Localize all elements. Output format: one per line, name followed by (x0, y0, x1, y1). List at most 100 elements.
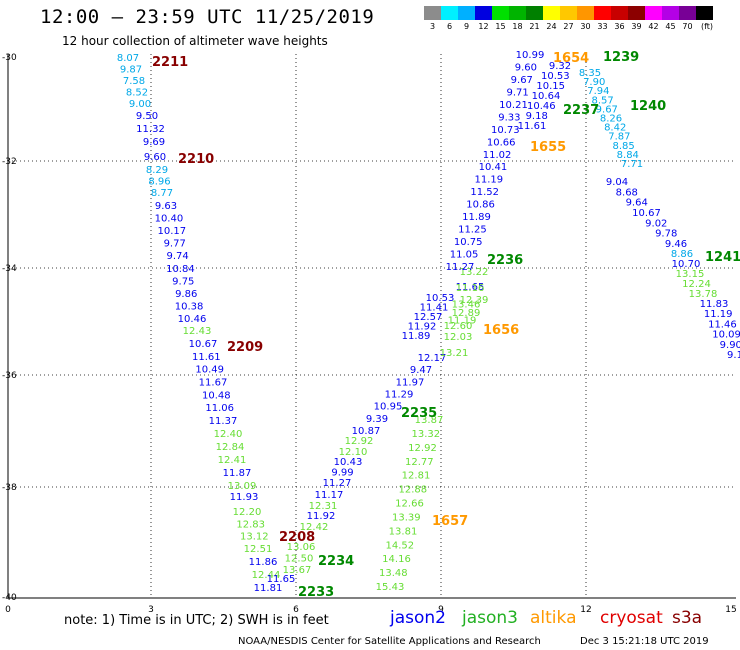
wave-height-value: 9.67 (511, 75, 533, 86)
wave-height-value: 9.86 (175, 289, 197, 300)
latitude-label: -40 (2, 593, 17, 603)
pass-number-label: 1239 (603, 50, 639, 65)
wave-height-value: 10.15 (536, 81, 565, 92)
wave-height-value: 13.46 (452, 299, 481, 310)
wave-height-value: 8.42 (604, 123, 626, 134)
color-scale-label: 39 (631, 22, 642, 31)
wave-height-value: 11.83 (700, 299, 729, 310)
wave-height-value: 13.39 (392, 512, 421, 523)
wave-height-value: 12.51 (244, 544, 273, 555)
wave-height-value: 10.53 (541, 71, 570, 82)
color-swatch (577, 6, 594, 20)
wave-height-value: 10.53 (426, 293, 455, 304)
wave-height-value: 11.02 (483, 150, 512, 161)
wave-height-value: 9.60 (515, 63, 537, 74)
wave-height-value: 12.44 (252, 570, 281, 581)
wave-height-value: 10.95 (374, 402, 403, 413)
wave-height-value: 11.32 (136, 124, 165, 135)
color-swatch (594, 6, 611, 20)
wave-height-value: 10.40 (155, 214, 184, 225)
wave-height-value: 10.75 (454, 237, 483, 248)
wave-height-value: 8.86 (671, 249, 693, 260)
wave-height-value: 12.31 (309, 501, 338, 512)
color-scale-label: 15 (495, 22, 506, 31)
wave-height-value: 11.65 (267, 574, 296, 585)
color-scale-label: 24 (546, 22, 557, 31)
latitude-label: -34 (2, 264, 17, 274)
pass-number-label: 2208 (279, 530, 315, 545)
pass-number-label: 1240 (630, 99, 666, 114)
wave-height-value: 9.99 (331, 468, 353, 479)
wave-height-value: 9.02 (645, 218, 667, 229)
wave-height-value: 12.17 (418, 353, 447, 364)
wave-height-value: 11.52 (470, 187, 499, 198)
wave-height-value: 10.67 (632, 208, 661, 219)
wave-height-value: 10.38 (175, 301, 204, 312)
wave-height-value: 12.92 (408, 443, 437, 454)
wave-height-value: 9.64 (626, 198, 648, 209)
color-scale-label: 27 (563, 22, 574, 31)
wave-height-value: 12.57 (414, 312, 443, 323)
wave-height-value: 13.78 (689, 289, 718, 300)
pass-number-label: 1654 (553, 51, 589, 66)
wave-height-value: 10.49 (195, 365, 224, 376)
wave-height-value: 11.29 (385, 390, 414, 401)
wave-height-value: 7.90 (583, 77, 605, 88)
wave-height-value: 11.93 (230, 492, 259, 503)
wave-height-value: 7.71 (621, 159, 643, 170)
wave-height-value: 10.73 (491, 125, 520, 136)
wave-height-value: 11.65 (456, 282, 485, 293)
wave-height-value: 11.86 (249, 557, 278, 568)
wave-height-value: 11.19 (448, 316, 477, 327)
color-scale-label: 6 (446, 22, 453, 31)
wave-height-value: 13.12 (240, 532, 269, 543)
satellite-legend-jason3: jason3 (462, 608, 518, 628)
wave-height-value: 8.85 (612, 141, 634, 152)
color-scale-label: 18 (512, 22, 523, 31)
wave-height-value: 10.64 (532, 91, 561, 102)
wave-height-value: 10.99 (516, 50, 545, 61)
latitude-label: -36 (2, 371, 17, 381)
wave-height-value: 13.15 (676, 269, 705, 280)
wave-height-value: 10.67 (189, 339, 218, 350)
wave-height-value: 12.10 (339, 447, 368, 458)
wave-height-value: 7.58 (123, 76, 145, 87)
wave-height-value: 11.46 (708, 319, 737, 330)
wave-height-value: 8.84 (617, 150, 639, 161)
wave-height-value: 9.47 (410, 365, 432, 376)
color-scale-label: 33 (597, 22, 608, 31)
wave-height-value: 13.48 (379, 568, 408, 579)
pass-number-label: 2235 (401, 406, 437, 421)
wave-height-value: 10.70 (672, 259, 701, 270)
color-swatch (492, 6, 509, 20)
wave-height-value: 8.68 (616, 187, 638, 198)
wave-height-value: 12.83 (236, 519, 265, 530)
wave-height-value: 12.43 (183, 326, 212, 337)
color-swatch (509, 6, 526, 20)
color-swatch (475, 6, 492, 20)
color-swatch (679, 6, 696, 20)
pass-number-label: 1657 (432, 514, 468, 529)
longitude-label: 3 (148, 605, 154, 615)
wave-height-value: 9.90 (720, 340, 740, 351)
wave-height-value: 13.32 (411, 429, 440, 440)
wave-height-value: 12.39 (460, 295, 489, 306)
wave-height-value: 9.60 (144, 152, 166, 163)
color-swatch (441, 6, 458, 20)
color-swatch (560, 6, 577, 20)
color-swatch (662, 6, 679, 20)
color-scale-unit: (ft) (701, 22, 714, 31)
footer-credit: NOAA/NESDIS Center for Satellite Applica… (238, 636, 541, 647)
wave-height-value: 9.78 (655, 229, 677, 240)
color-scale-label: 42 (648, 22, 659, 31)
color-swatch (526, 6, 543, 20)
wave-height-value: 9.04 (606, 177, 628, 188)
longitude-label: 15 (725, 605, 736, 615)
page-title: 12:00 – 23:59 UTC 11/25/2019 (40, 6, 375, 28)
wave-height-value: 12.20 (233, 507, 262, 518)
wave-height-value: 12.40 (214, 429, 243, 440)
pass-number-label: 2236 (487, 253, 523, 268)
longitude-label: 12 (580, 605, 591, 615)
wave-height-value: 13.87 (415, 415, 444, 426)
wave-height-value: 9.18 (526, 111, 548, 122)
